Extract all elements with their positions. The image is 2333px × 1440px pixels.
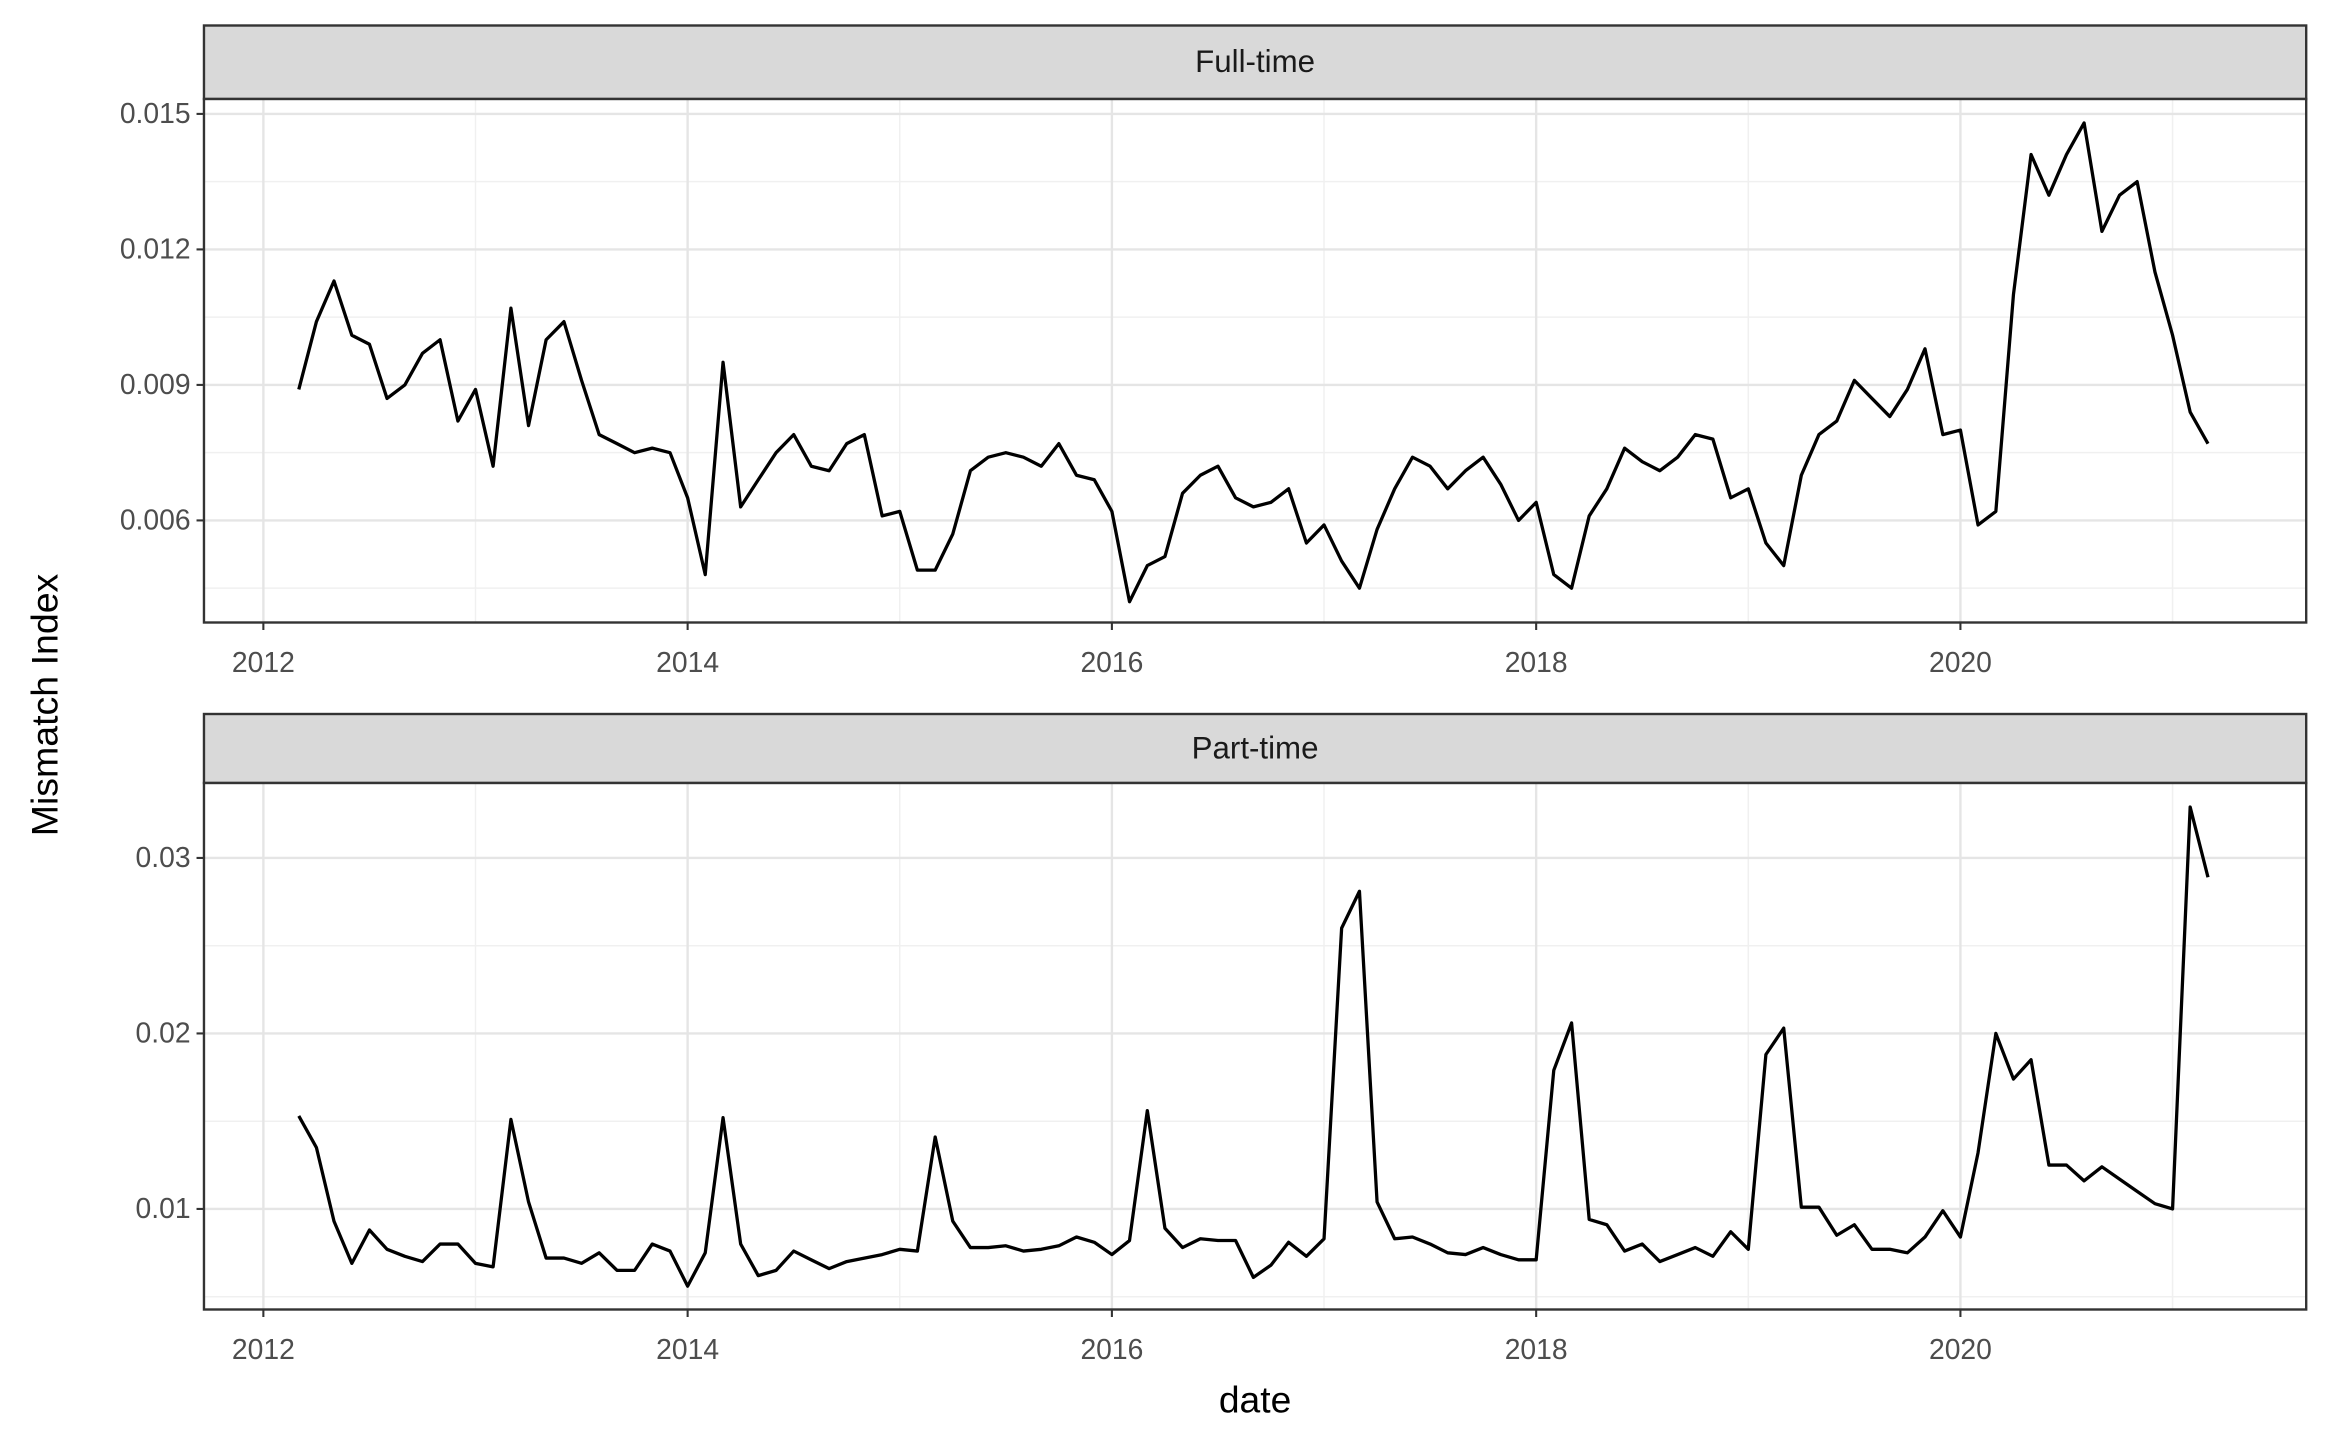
panel [203,783,2307,1310]
x-tick-label: 2020 [1929,1334,1992,1366]
y-tick-label: 0.01 [136,1193,191,1225]
y-tick-label: 0.009 [120,369,191,401]
strip-title: Part-time [1192,730,1319,765]
panel-border [202,97,2308,624]
x-tick-label: 2018 [1505,1334,1568,1366]
x-tick-label: 2012 [232,647,295,679]
strip [202,712,2308,785]
x-tick-label: 2016 [1080,1334,1143,1366]
x-axis-title: date [1219,1378,1291,1420]
strip [202,24,2308,101]
x-tick-label: 2012 [232,1334,295,1366]
data-line [297,805,2210,1288]
x-tick-label: 2020 [1929,647,1992,679]
x-tick-label: 2014 [656,1334,719,1366]
x-tick-label: 2014 [656,647,719,679]
data-line [297,121,2210,604]
y-axis-title: Mismatch Index [24,573,66,836]
x-tick-label: 2018 [1505,647,1568,679]
y-tick-label: 0.006 [120,504,191,536]
y-tick-label: 0.012 [120,233,191,265]
x-tick-label: 2016 [1080,647,1143,679]
y-tick-label: 0.015 [120,98,191,130]
panel [203,99,2307,623]
strip-title: Full-time [1195,44,1315,79]
y-tick-label: 0.03 [136,842,191,874]
y-tick-label: 0.02 [136,1017,191,1049]
panel-border [202,781,2308,1311]
